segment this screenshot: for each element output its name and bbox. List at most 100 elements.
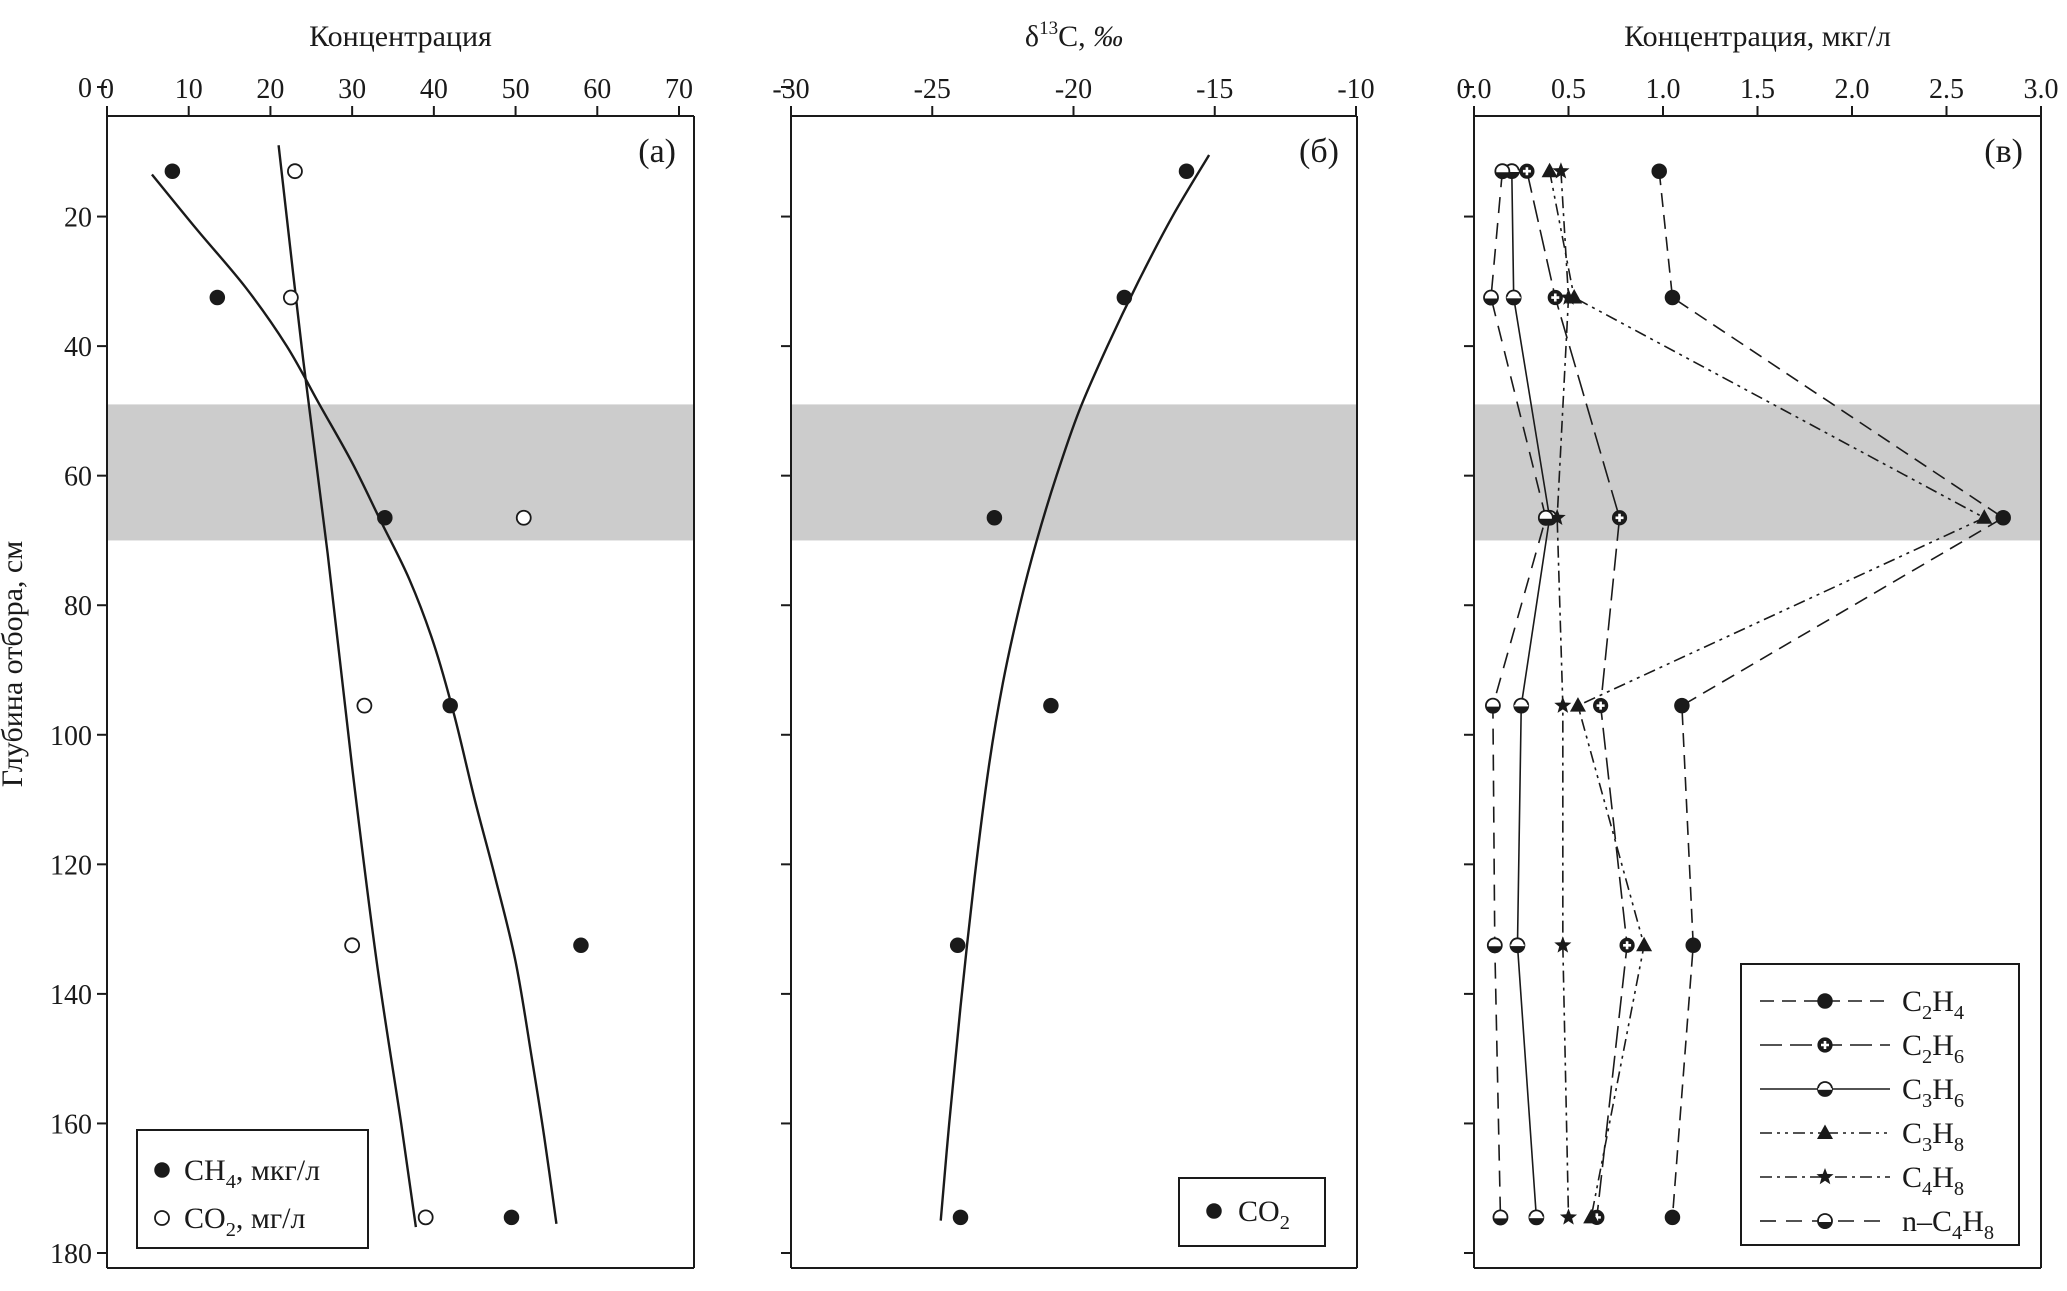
marker-fill <box>1514 705 1529 713</box>
legend-label: n–C4H8 <box>1902 1205 1994 1244</box>
legend-label: C2H4 <box>1902 985 1964 1024</box>
data-point <box>1483 289 1499 306</box>
legend-label: C3H6 <box>1902 1073 1964 1112</box>
data-point <box>949 937 966 954</box>
series-C2H4 <box>1651 163 2011 1226</box>
panel-label: (б) <box>1299 133 1339 170</box>
series-line <box>1548 171 1987 1218</box>
legend-marker <box>154 1162 170 1178</box>
y-tick-label: 180 <box>50 1239 92 1270</box>
data-point <box>1541 162 1558 178</box>
marker-fill <box>1484 298 1499 306</box>
legend-marker <box>1817 1124 1833 1139</box>
series-line <box>1526 171 1628 1218</box>
data-point <box>442 697 458 714</box>
data-point <box>1519 163 1535 179</box>
y-tick-label: 120 <box>50 850 92 881</box>
data-point <box>1494 163 1511 180</box>
data-point <box>1554 696 1572 713</box>
data-point <box>1559 288 1578 305</box>
data-point <box>356 697 373 714</box>
x-tick-label: 20 <box>256 74 284 105</box>
marker-fill <box>1818 1222 1832 1229</box>
series-line <box>1490 171 1547 1218</box>
legend-marker <box>1817 993 1833 1009</box>
data-point <box>1593 698 1609 714</box>
legend: C2H4 C2H6 C3H6 C3H8 C4H8 n–C4H8 <box>1740 963 2020 1246</box>
data-point <box>1636 936 1653 952</box>
x-tick-label: 2.5 <box>1929 74 1964 105</box>
x-axis-label: δ13C, ‰ <box>1025 18 1123 53</box>
x-tick-label: -25 <box>914 74 951 105</box>
series-n-C4H8 <box>1483 163 1554 1226</box>
series-C3H6 <box>1503 163 1558 1226</box>
series-line <box>1511 171 1551 1218</box>
legend-label: C2H6 <box>1902 1029 1964 1068</box>
legend-label: CO2, мг/л <box>184 1202 306 1241</box>
legend: CO2 <box>1178 1177 1326 1247</box>
legend-marker <box>154 1210 170 1226</box>
marker-fill <box>1529 1217 1544 1225</box>
series-line <box>1556 171 1570 1218</box>
legend-box <box>136 1129 369 1249</box>
y-tick-label: 100 <box>50 721 92 752</box>
legend-label: C4H8 <box>1902 1161 1964 1200</box>
data-point <box>1664 289 1681 306</box>
y-tick-label: 80 <box>64 591 92 622</box>
data-point <box>287 163 303 180</box>
data-point <box>1547 289 1563 306</box>
panel-c: 0.0 0.5 1.0 1.5 2.0 2.5 3.0 Концентрация, мкг/л… <box>1457 20 2059 1269</box>
x-tick-label: 40 <box>420 74 448 105</box>
data-point <box>1664 1209 1681 1226</box>
panel-a: 0 10 20 30 40 50 60 70 0 20 40 60 80 100 120 140 160 180 К… <box>50 20 695 1270</box>
legend-marker <box>1816 1168 1834 1185</box>
data-point <box>1505 289 1522 306</box>
x-tick-label: -15 <box>1196 74 1233 105</box>
x-tick-label: 0.0 <box>1457 74 1492 105</box>
marker-cross <box>1596 701 1605 710</box>
y-tick-label: 160 <box>50 1109 92 1140</box>
legend-box <box>1740 963 2020 1246</box>
trend-curve <box>277 145 418 1228</box>
marker-cross <box>1615 513 1624 522</box>
x-axis-label: Концентрация, мкг/л <box>1624 20 1891 53</box>
data-point <box>1651 163 1667 179</box>
data-point <box>1559 1208 1578 1225</box>
legend-label: CH4, мкг/л <box>184 1154 320 1193</box>
legend-label: C3H8 <box>1902 1117 1964 1156</box>
marker-cross <box>1623 941 1632 950</box>
x-tick-label: 1.5 <box>1740 74 1775 105</box>
marker-cross <box>1551 293 1560 302</box>
data-point <box>209 289 226 306</box>
x-tick-label: -30 <box>772 74 809 105</box>
marker-fill <box>1818 1089 1832 1096</box>
series-C2H6 <box>1519 163 1635 1225</box>
y-tick-label: 20 <box>64 203 92 234</box>
marker-cross <box>1821 1041 1829 1049</box>
legend: CH4, мкг/л CO2, мг/л <box>136 1129 369 1249</box>
x-tick-label: 1.0 <box>1646 74 1681 105</box>
marker-fill <box>1495 172 1510 180</box>
x-tick-label: -10 <box>1337 74 1374 105</box>
x-tick-label: 0 <box>100 74 114 105</box>
data-point <box>1619 937 1635 953</box>
x-tick-label: -20 <box>1055 74 1092 105</box>
data-point <box>1995 510 2011 526</box>
data-point <box>377 510 393 526</box>
series-C4H8 <box>1548 162 1578 1225</box>
series-CO2 <box>939 154 1211 1226</box>
data-point <box>1569 697 1586 712</box>
legend-marker <box>1817 1213 1833 1229</box>
y-tick-label: 140 <box>50 980 92 1011</box>
x-tick-label: 60 <box>583 74 611 105</box>
y-tick-label: 0 <box>78 73 92 104</box>
trend-curve <box>151 173 558 1225</box>
x-tick-label: 30 <box>338 74 366 105</box>
shaded-band <box>107 404 694 541</box>
marker-fill <box>1493 1218 1508 1226</box>
panel-label: (а) <box>638 133 676 170</box>
y-tick-label: 60 <box>64 462 92 493</box>
data-point <box>1583 1208 1600 1224</box>
data-point <box>1528 1209 1545 1226</box>
